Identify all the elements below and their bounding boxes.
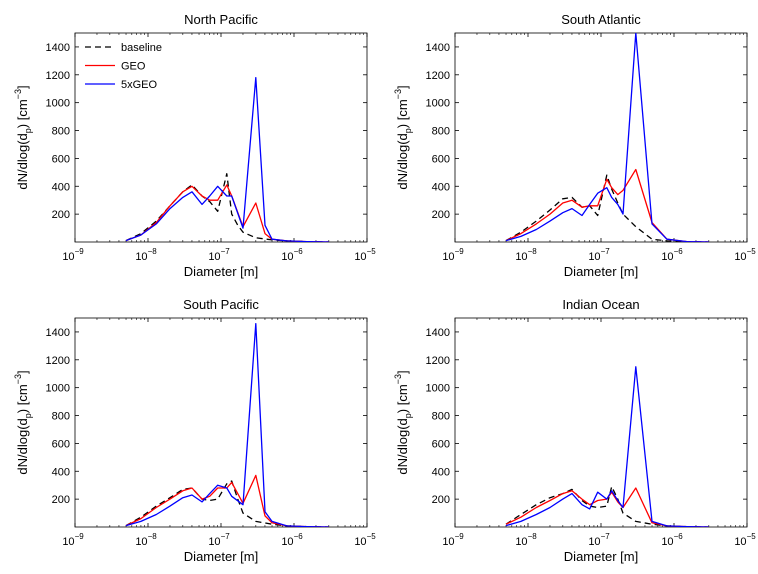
y-tick-label: 1000 [426,98,450,110]
y-tick-label: 1000 [426,383,450,395]
legend-label: GEO [121,61,146,73]
y-tick-label: 400 [52,466,70,478]
y-axis-label: dN/dlog(dp) [cm−3] [393,85,413,189]
y-tick-label: 600 [52,438,70,450]
x-axis-label: Diameter [m] [564,549,638,564]
chart-panel: North Pacific 200 400 600 800 1000 1200 1400 10−… [13,12,376,279]
x-tick-label: 10−7 [588,532,610,548]
y-tick-label: 800 [432,411,450,423]
x-axis-label: Diameter [m] [184,549,258,564]
x-tick-label: 10−6 [661,532,683,548]
series-group [125,76,329,242]
x-tick-label: 10−6 [281,532,303,548]
series-line-geo [505,487,709,527]
y-tick-label: 200 [52,494,70,506]
series-line-5xgeo [505,33,709,242]
y-tick-label: 600 [52,153,70,165]
axes-box [74,317,368,528]
x-tick-label: 10−9 [62,247,84,263]
x-tick-label: 10−7 [588,247,610,263]
chart-title: North Pacific [184,12,258,27]
x-tick-label: 10−9 [62,532,84,548]
chart-title: South Pacific [183,297,259,312]
y-tick-label: 800 [432,126,450,138]
series-line-baseline [505,485,709,527]
y-tick-label: 800 [52,126,70,138]
y-tick-label: 1400 [426,327,450,339]
y-tick-label: 1200 [46,70,70,82]
axes-box [454,317,748,528]
series-group [505,33,709,242]
y-tick-label: 200 [432,494,450,506]
y-tick-label: 1200 [426,70,450,82]
x-tick-label: 10−6 [281,247,303,263]
series-line-baseline [125,173,329,242]
y-tick-label: 1000 [46,383,70,395]
y-tick-label: 400 [432,181,450,193]
x-tick-label: 10−8 [135,247,157,263]
x-tick-label: 10−5 [734,247,756,263]
y-axis-label: dN/dlog(dp) [cm−3] [393,370,413,474]
y-tick-label: 400 [432,466,450,478]
y-tick-label: 600 [432,153,450,165]
x-tick-label: 10−7 [208,247,230,263]
x-axis-label: Diameter [m] [184,264,258,279]
y-tick-label: 400 [52,181,70,193]
series-line-baseline [505,174,709,242]
series-group [125,322,329,527]
x-tick-label: 10−5 [354,247,376,263]
series-line-5xgeo [125,322,329,527]
x-tick-label: 10−8 [515,532,537,548]
y-tick-label: 1200 [46,355,70,367]
x-tick-label: 10−6 [661,247,683,263]
y-tick-label: 800 [52,411,70,423]
series-line-geo [125,184,329,242]
x-tick-label: 10−9 [442,247,464,263]
series-line-5xgeo [505,366,709,527]
y-tick-label: 1400 [46,42,70,54]
y-tick-label: 1400 [426,42,450,54]
y-axis-label: dN/dlog(dp) [cm−3] [13,370,33,474]
chart-panel: Indian Ocean 200 400 600 800 1000 1200 1400 10−9… [393,297,756,564]
legend-label: baseline [121,42,162,54]
y-tick-label: 200 [52,209,70,221]
legend: baseline GEO 5xGEO [85,42,162,91]
series-group [505,366,709,527]
x-tick-label: 10−5 [354,532,376,548]
y-tick-label: 1400 [46,327,70,339]
y-tick-label: 600 [432,438,450,450]
x-tick-label: 10−7 [208,532,230,548]
chart-title: South Atlantic [561,12,641,27]
x-tick-label: 10−8 [135,532,157,548]
series-line-5xgeo [125,76,329,242]
series-line-geo [125,474,329,527]
x-tick-label: 10−5 [734,532,756,548]
axes-box [454,32,748,243]
y-tick-label: 1200 [426,355,450,367]
legend-label: 5xGEO [121,79,158,91]
x-tick-label: 10−9 [442,532,464,548]
chart-title: Indian Ocean [562,297,639,312]
y-axis-label: dN/dlog(dp) [cm−3] [13,85,33,189]
y-tick-label: 1000 [46,98,70,110]
chart-panel: South Atlantic 200 400 600 800 1000 1200 1400 10… [393,12,756,279]
x-tick-label: 10−8 [515,247,537,263]
y-tick-label: 200 [432,209,450,221]
axes-box [74,32,368,243]
chart-panel: South Pacific 200 400 600 800 1000 1200 1400 10−… [13,297,376,564]
x-axis-label: Diameter [m] [564,264,638,279]
series-line-geo [505,168,709,242]
